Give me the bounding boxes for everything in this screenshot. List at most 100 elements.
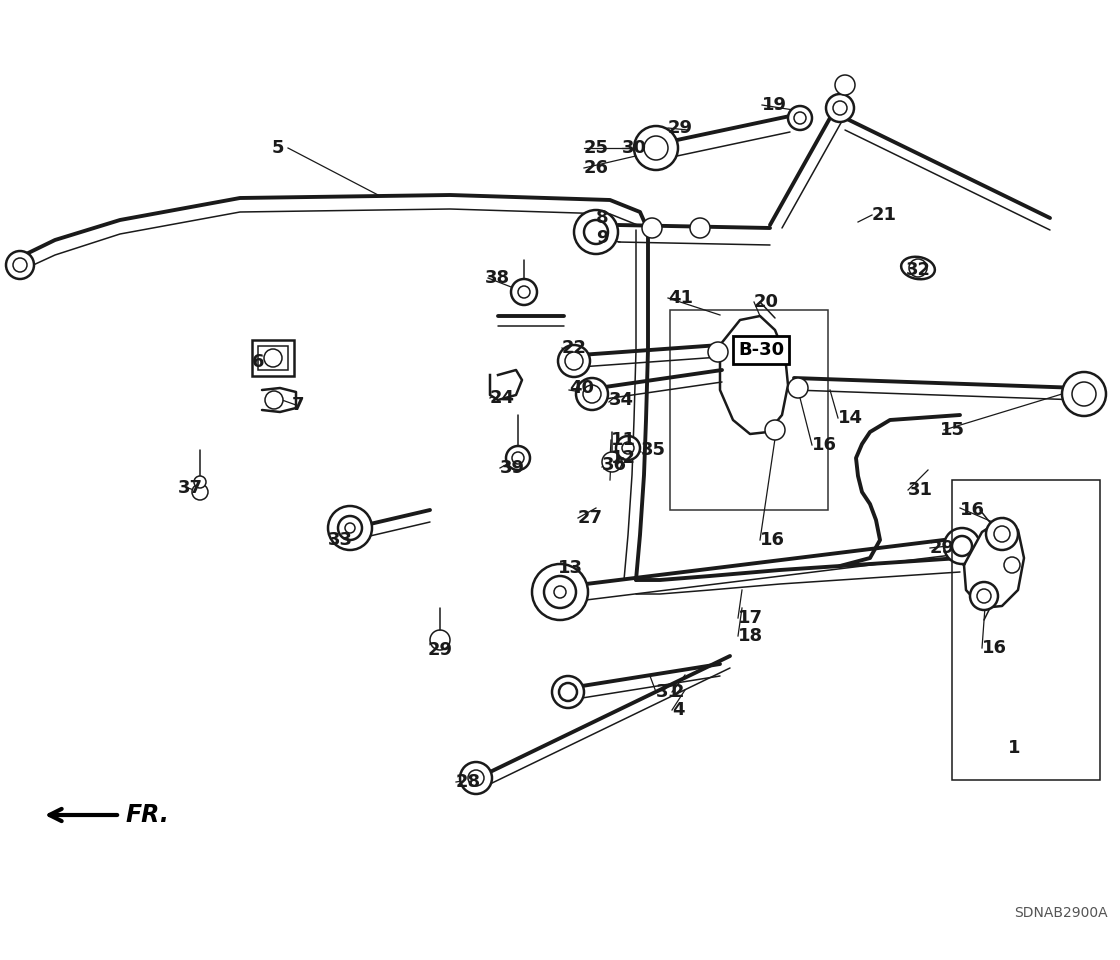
Circle shape xyxy=(552,676,584,708)
Circle shape xyxy=(708,342,728,362)
Polygon shape xyxy=(491,370,522,400)
Text: 36: 36 xyxy=(603,456,627,474)
Text: 31: 31 xyxy=(908,481,933,499)
Text: 20: 20 xyxy=(754,293,780,311)
Text: 37: 37 xyxy=(178,479,203,497)
Circle shape xyxy=(622,442,634,454)
Circle shape xyxy=(6,251,34,279)
Text: 26: 26 xyxy=(584,159,609,177)
Text: 34: 34 xyxy=(609,391,634,409)
Circle shape xyxy=(690,218,710,238)
Circle shape xyxy=(825,94,853,122)
Bar xyxy=(952,480,1100,780)
Text: 21: 21 xyxy=(872,206,897,224)
Circle shape xyxy=(909,259,927,277)
Text: 33: 33 xyxy=(328,531,353,549)
Text: 16: 16 xyxy=(760,531,785,549)
Circle shape xyxy=(511,279,536,305)
Text: 27: 27 xyxy=(578,509,603,527)
Text: FR.: FR. xyxy=(125,803,170,827)
Circle shape xyxy=(517,286,530,298)
Circle shape xyxy=(1004,557,1020,573)
Bar xyxy=(670,310,828,510)
Text: 19: 19 xyxy=(762,96,787,114)
Text: 9: 9 xyxy=(596,229,608,247)
Text: 29: 29 xyxy=(930,539,955,557)
Text: 38: 38 xyxy=(485,269,510,287)
Text: 4: 4 xyxy=(672,701,684,719)
Circle shape xyxy=(584,220,608,244)
Circle shape xyxy=(986,518,1018,550)
Text: 17: 17 xyxy=(738,609,763,627)
Circle shape xyxy=(788,378,808,398)
Text: 25: 25 xyxy=(584,139,609,157)
Ellipse shape xyxy=(902,256,935,279)
Circle shape xyxy=(1072,382,1096,406)
Text: 31: 31 xyxy=(656,683,681,701)
Circle shape xyxy=(544,576,576,608)
Circle shape xyxy=(634,126,678,170)
Circle shape xyxy=(970,582,998,610)
Circle shape xyxy=(532,564,588,620)
Bar xyxy=(252,340,293,376)
Circle shape xyxy=(603,452,622,472)
Circle shape xyxy=(794,112,806,124)
Text: SDNAB2900A: SDNAB2900A xyxy=(1015,906,1108,920)
Circle shape xyxy=(194,476,206,488)
Circle shape xyxy=(345,523,355,533)
Circle shape xyxy=(430,630,450,650)
Text: 7: 7 xyxy=(292,396,305,414)
Text: 13: 13 xyxy=(558,559,584,577)
Text: 5: 5 xyxy=(272,139,284,157)
Circle shape xyxy=(642,218,662,238)
Text: 14: 14 xyxy=(838,409,864,427)
Circle shape xyxy=(944,528,980,564)
Text: 12: 12 xyxy=(612,449,636,467)
Circle shape xyxy=(833,101,847,115)
Circle shape xyxy=(512,452,524,464)
Text: 29: 29 xyxy=(668,119,693,137)
Circle shape xyxy=(564,352,584,370)
Circle shape xyxy=(468,770,484,786)
Circle shape xyxy=(460,762,492,794)
Text: 24: 24 xyxy=(491,389,515,407)
Text: 16: 16 xyxy=(812,436,837,454)
Circle shape xyxy=(765,420,785,440)
Circle shape xyxy=(644,136,668,160)
Circle shape xyxy=(995,526,1010,542)
Text: 8: 8 xyxy=(596,209,608,227)
Circle shape xyxy=(1062,372,1105,416)
Text: 18: 18 xyxy=(738,627,763,645)
Text: B-30: B-30 xyxy=(738,341,784,359)
Circle shape xyxy=(558,345,590,377)
Circle shape xyxy=(573,210,618,254)
Circle shape xyxy=(338,516,362,540)
Text: 41: 41 xyxy=(668,289,693,307)
Text: 1: 1 xyxy=(1008,739,1020,757)
Text: 32: 32 xyxy=(906,261,931,279)
Text: 28: 28 xyxy=(456,773,482,791)
Circle shape xyxy=(506,446,530,470)
Text: 2: 2 xyxy=(672,683,684,701)
Text: 29: 29 xyxy=(428,641,452,659)
Circle shape xyxy=(616,436,640,460)
Circle shape xyxy=(264,349,282,367)
Text: 16: 16 xyxy=(982,639,1007,657)
Circle shape xyxy=(788,106,812,130)
Text: 6: 6 xyxy=(252,353,264,371)
Circle shape xyxy=(554,586,566,598)
Text: 15: 15 xyxy=(940,421,965,439)
Circle shape xyxy=(192,484,208,500)
Circle shape xyxy=(576,378,608,410)
Polygon shape xyxy=(964,518,1024,608)
Text: 11: 11 xyxy=(612,431,636,449)
Text: 30: 30 xyxy=(622,139,647,157)
Circle shape xyxy=(836,75,855,95)
Text: 35: 35 xyxy=(641,441,666,459)
Circle shape xyxy=(13,258,27,272)
Circle shape xyxy=(265,391,283,409)
Circle shape xyxy=(584,385,601,403)
Circle shape xyxy=(952,536,972,556)
Circle shape xyxy=(977,589,991,603)
Text: 22: 22 xyxy=(562,339,587,357)
